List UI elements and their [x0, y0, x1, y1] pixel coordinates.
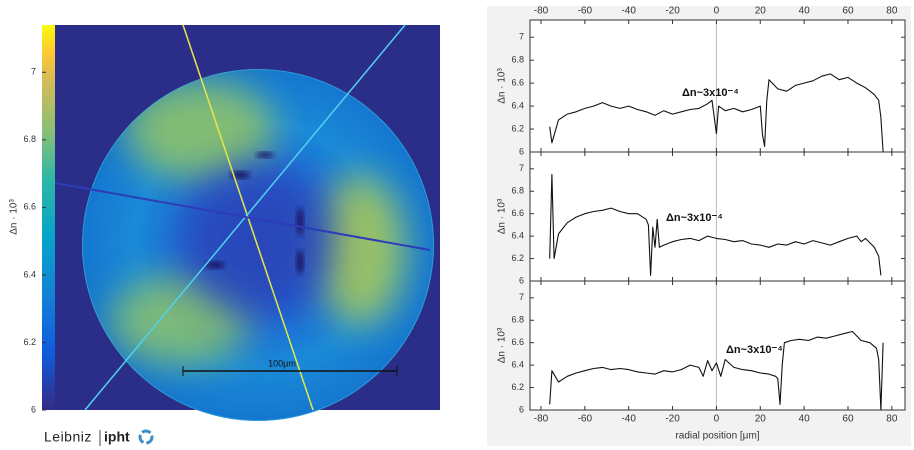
x-tick-label: 0 — [714, 414, 720, 425]
heatmap: 100μm — [54, 24, 440, 421]
x-axis-label: radial position [μm] — [675, 431, 759, 442]
x-tick-label: -80 — [534, 414, 549, 425]
logo-name: Leibniz — [44, 429, 92, 445]
x-tick-label: 40 — [799, 414, 811, 425]
y-tick-label: 6.2 — [511, 123, 524, 133]
x-tick-label: 20 — [755, 414, 767, 425]
x-tick-label: -60 — [578, 414, 593, 425]
y-tick-label: 6.6 — [511, 208, 524, 218]
y-axis-label: Δn · 10³ — [497, 327, 508, 363]
x-tick-label: -20 — [665, 414, 680, 425]
colorbar — [42, 25, 55, 410]
line-series — [549, 173, 882, 276]
y-tick-label: 7 — [519, 292, 524, 302]
x-tick-label: -60 — [578, 6, 593, 17]
y-tick-label: 6.8 — [511, 186, 524, 196]
y-tick-label: 6 — [519, 404, 524, 414]
colorbar-tick-label: 6.2 — [23, 337, 36, 347]
y-tick-label: 6.2 — [511, 253, 524, 263]
colorbar-tick-label: 6.6 — [23, 202, 36, 212]
y-tick-label: 6.6 — [511, 337, 524, 347]
logo-icon — [138, 429, 154, 445]
colorbar-tick-label: 6.4 — [23, 269, 36, 279]
plot-area — [529, 19, 906, 153]
x-tick-label: -40 — [621, 6, 636, 17]
colorbar-tick-label: 6.8 — [23, 134, 36, 144]
x-tick-label: -80 — [534, 6, 549, 17]
annotation: Δn~3x10⁻⁴ — [726, 344, 783, 356]
y-tick-label: 6.6 — [511, 78, 524, 88]
y-tick-label: 6 — [519, 275, 524, 285]
y-tick-label: 6 — [519, 146, 524, 156]
colorbar-tick-label: 6 — [31, 404, 36, 414]
line-series — [549, 330, 884, 411]
x-tick-label: -40 — [621, 414, 636, 425]
y-axis-label: Δn · 10³ — [497, 198, 508, 234]
y-tick-label: 6.4 — [511, 100, 524, 110]
logo-institute: ipht — [104, 429, 130, 445]
annotation: Δn~3x10⁻⁴ — [682, 87, 739, 99]
plot-area — [529, 151, 906, 282]
scale-bar-label: 100μm — [268, 358, 296, 368]
line-series — [549, 73, 884, 153]
x-tick-label: 80 — [886, 6, 898, 17]
x-tick-label: 60 — [842, 414, 854, 425]
y-tick-label: 6.4 — [511, 360, 524, 370]
y-tick-label: 7 — [519, 32, 524, 42]
y-axis-label: Δn · 10³ — [497, 68, 508, 104]
colorbar-label: Δn · 10³ — [9, 199, 20, 235]
x-tick-label: 0 — [714, 6, 720, 17]
x-tick-label: 60 — [842, 6, 854, 17]
x-tick-label: -20 — [665, 6, 680, 17]
x-tick-label: 40 — [799, 6, 811, 17]
y-tick-label: 6.2 — [511, 382, 524, 392]
colorbar-tick-label: 7 — [31, 67, 36, 77]
profile-line — [54, 182, 431, 251]
y-tick-label: 6.8 — [511, 55, 524, 65]
annotation: Δn~3x10⁻⁴ — [666, 212, 723, 224]
disk-features — [82, 69, 434, 421]
x-tick-label: 80 — [886, 414, 898, 425]
y-tick-label: 6.8 — [511, 315, 524, 325]
y-tick-label: 7 — [519, 163, 524, 173]
plot-area — [529, 280, 906, 411]
y-tick-label: 6.4 — [511, 231, 524, 241]
x-tick-label: 20 — [755, 6, 767, 17]
